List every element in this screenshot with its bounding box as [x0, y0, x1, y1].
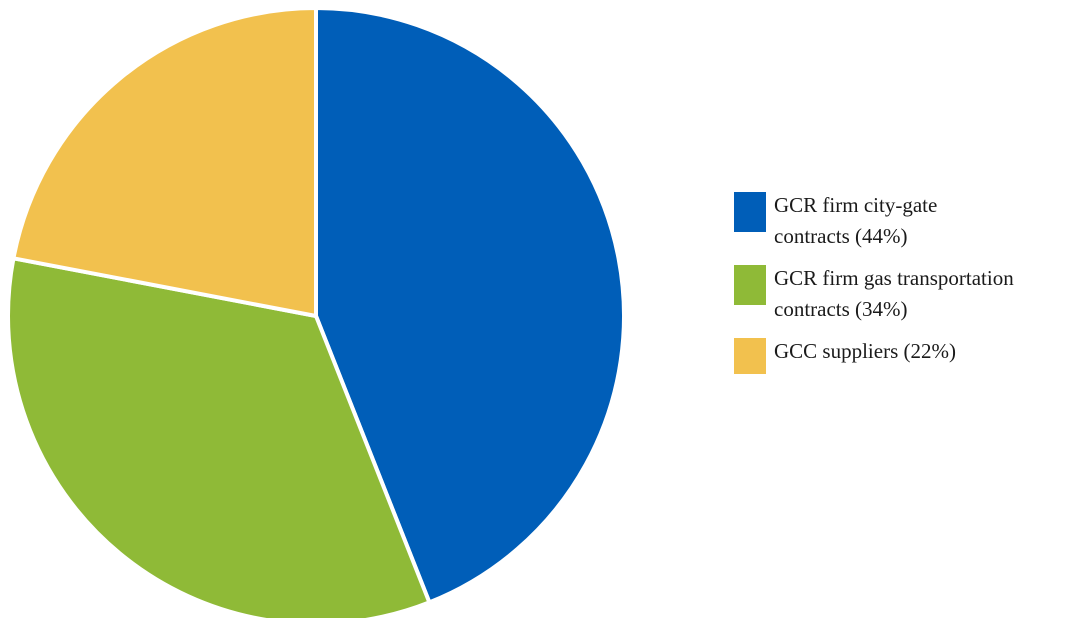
- legend-label-gcc-suppliers: GCC suppliers (22%): [774, 339, 956, 363]
- pie-slice-transportation: [6, 256, 432, 618]
- legend-item-gcc-suppliers: GCC suppliers (22%): [734, 336, 1084, 374]
- legend-swatch-transportation: [734, 265, 766, 305]
- legend-label-transportation: GCR firm gas transportation contracts (3…: [774, 266, 1014, 321]
- legend: GCR firm city-gate contracts (44%) GCR f…: [734, 190, 1084, 378]
- legend-swatch-city-gate: [734, 192, 766, 232]
- legend-item-transportation: GCR firm gas transportation contracts (3…: [734, 263, 1084, 325]
- legend-item-city-gate: GCR firm city-gate contracts (44%): [734, 190, 1084, 252]
- pie-chart: [6, 6, 626, 618]
- legend-swatch-gcc-suppliers: [734, 338, 766, 374]
- legend-label-city-gate: GCR firm city-gate contracts (44%): [774, 193, 938, 248]
- pie-slice-city-gate: [314, 6, 626, 605]
- pie-slice-gcc-suppliers: [11, 6, 318, 318]
